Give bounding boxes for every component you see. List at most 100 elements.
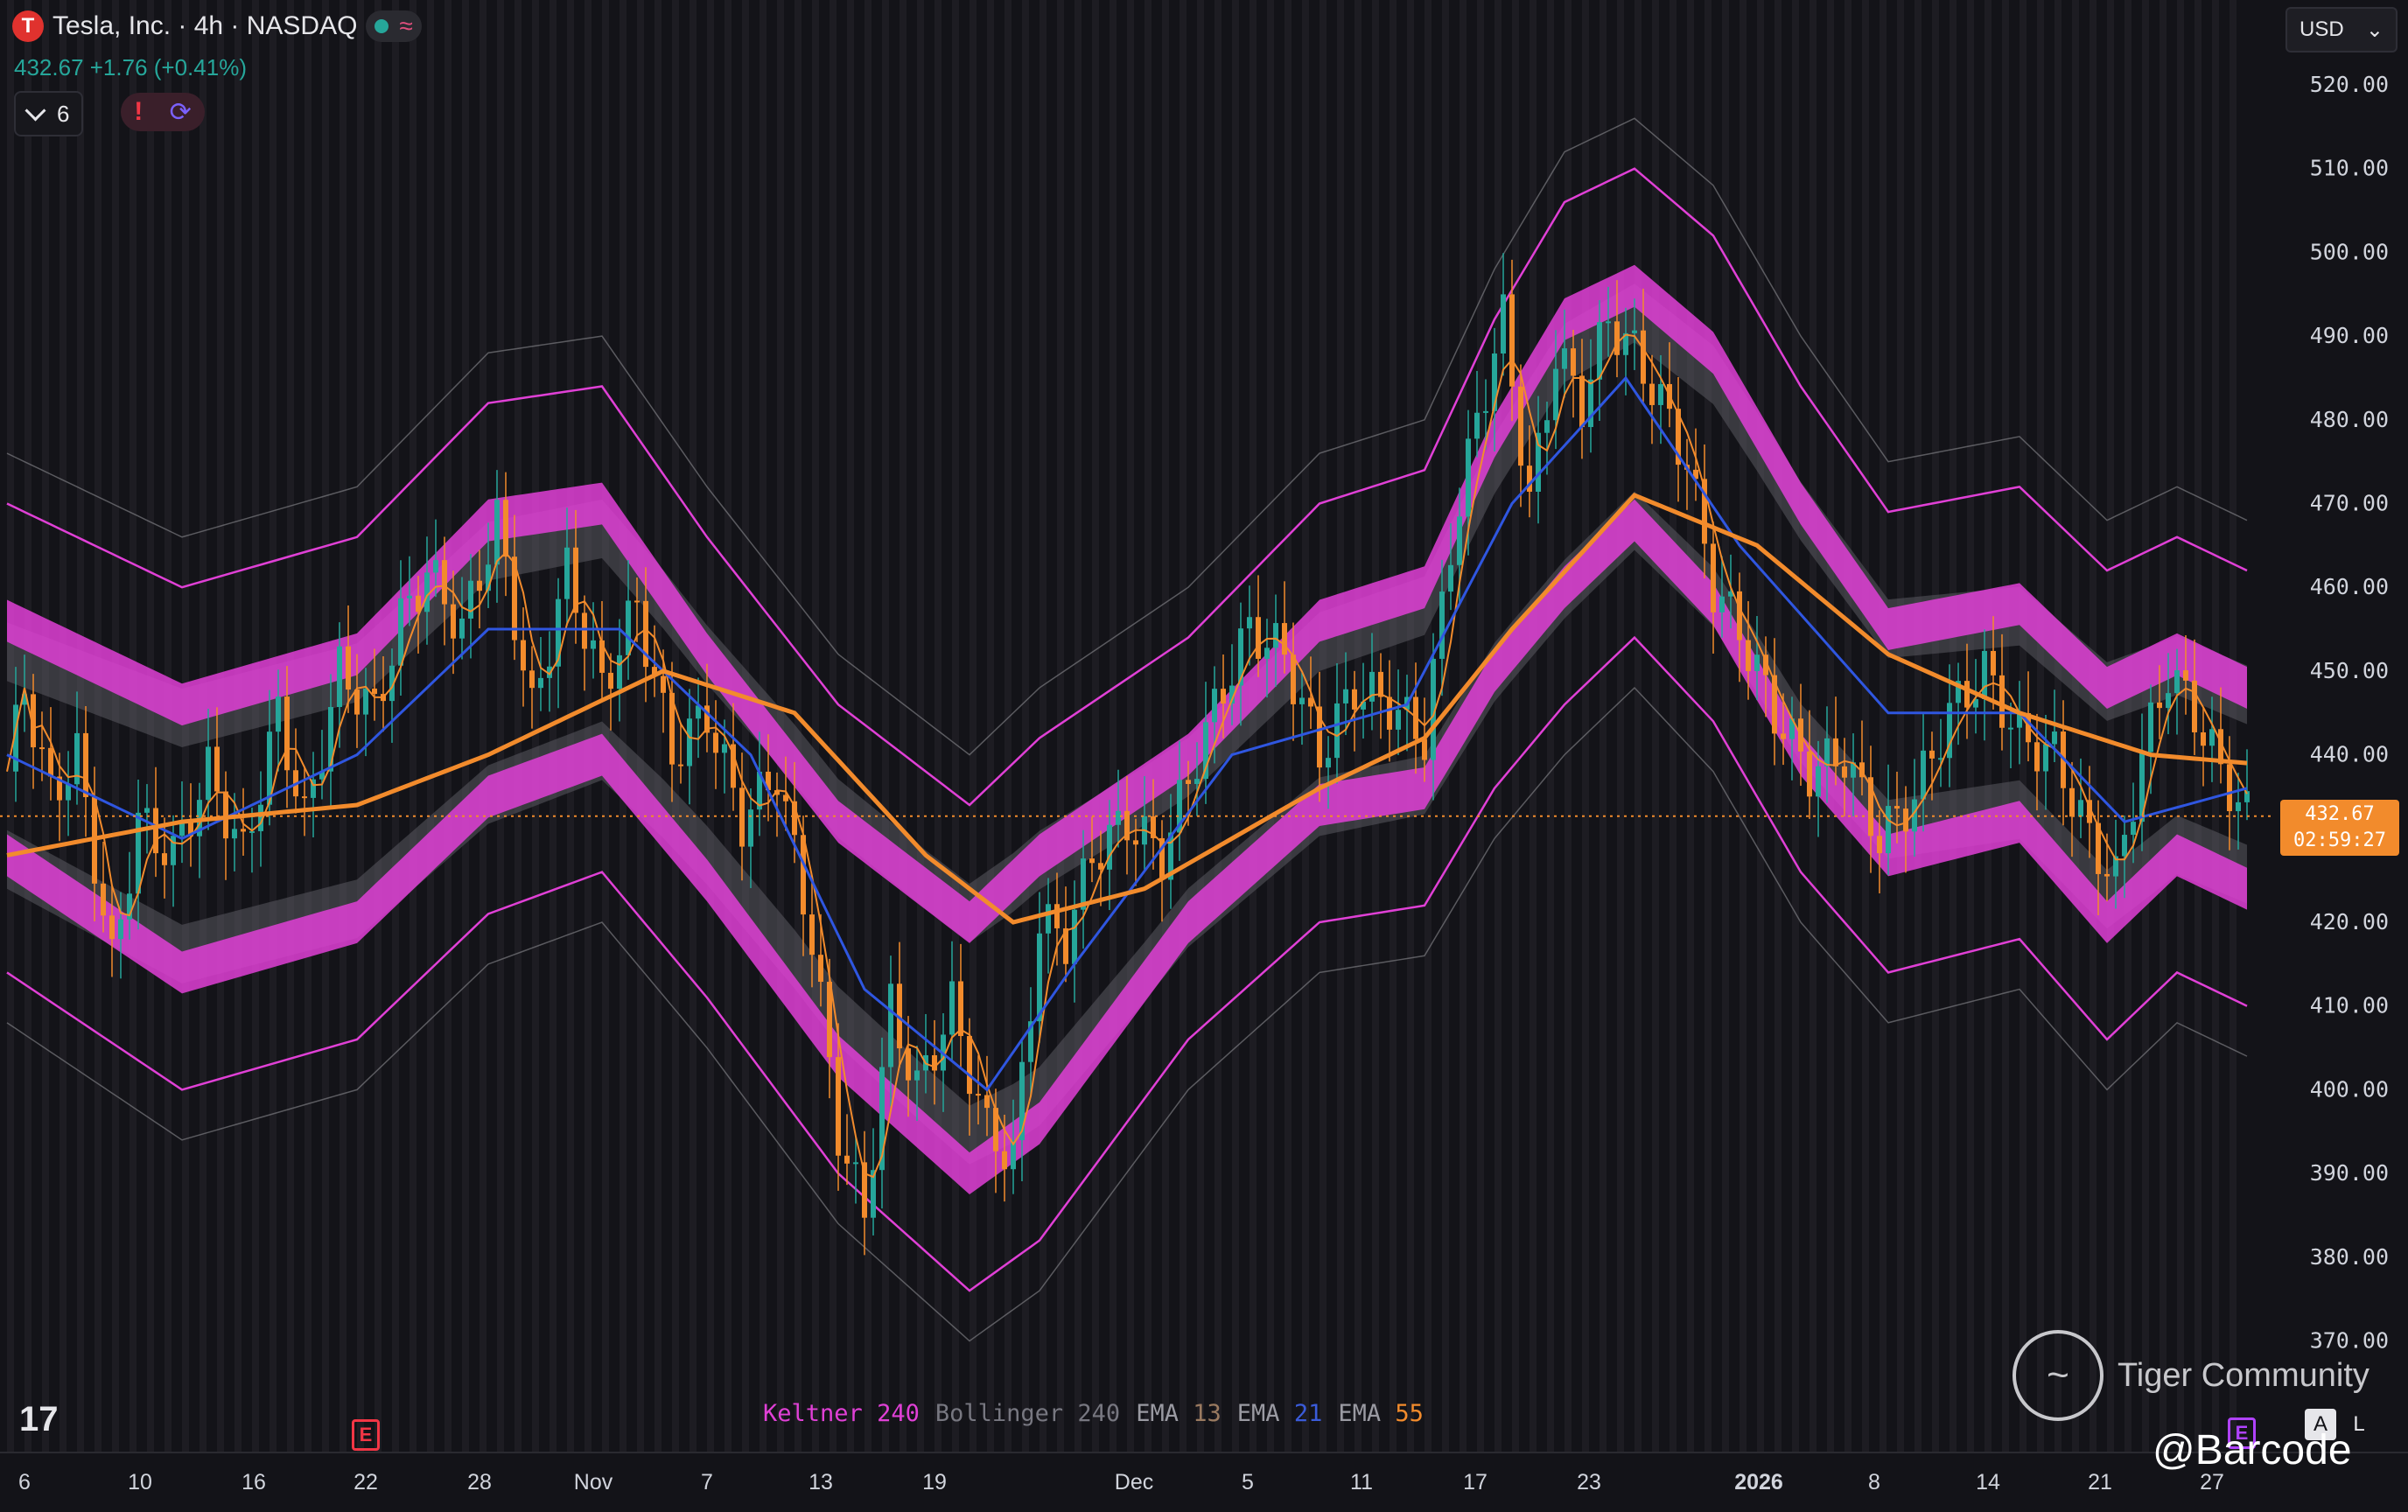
session-stripe bbox=[1984, 0, 1992, 1452]
earnings-badge-upcoming-icon[interactable]: E bbox=[2228, 1418, 2256, 1449]
candle-body bbox=[1273, 623, 1278, 648]
y-tick-label: 450.00 bbox=[2310, 658, 2389, 683]
session-stripe bbox=[1267, 0, 1274, 1452]
candle-body bbox=[739, 788, 745, 847]
session-stripe bbox=[1022, 0, 1029, 1452]
symbol-header[interactable]: T Tesla, Inc. · 4h · NASDAQ ≈ bbox=[12, 10, 422, 42]
session-stripe bbox=[427, 0, 434, 1452]
candle-body bbox=[179, 821, 185, 836]
session-stripe bbox=[2212, 0, 2219, 1452]
session-stripe bbox=[2002, 0, 2009, 1452]
candle-body bbox=[407, 595, 412, 598]
session-stripe bbox=[270, 0, 276, 1452]
session-stripe bbox=[970, 0, 976, 1452]
indicators-toggle-button[interactable]: 6 bbox=[14, 91, 84, 136]
candle-body bbox=[171, 836, 176, 865]
earnings-badge-icon[interactable]: E bbox=[352, 1419, 380, 1451]
candle-body bbox=[2043, 744, 2048, 772]
candle-body bbox=[1483, 410, 1488, 413]
candle-body bbox=[2113, 856, 2118, 877]
legend-keltner[interactable]: Keltner 240 bbox=[763, 1400, 920, 1427]
candle-body bbox=[2174, 670, 2180, 694]
tesla-logo-icon: T bbox=[12, 10, 44, 42]
candle-body bbox=[1781, 733, 1786, 739]
candle-body bbox=[949, 981, 955, 1035]
session-stripe bbox=[1407, 0, 1414, 1452]
legend-ema-21[interactable]: EMA 21 bbox=[1236, 1400, 1323, 1427]
session-stripe bbox=[1704, 0, 1712, 1452]
candle-body bbox=[529, 670, 535, 689]
candle-body bbox=[731, 744, 736, 788]
session-stripe bbox=[900, 0, 906, 1452]
candle-body bbox=[1466, 438, 1471, 517]
candle-body bbox=[1544, 420, 1550, 433]
candle-body bbox=[206, 746, 211, 801]
keltner-outer-lower-line bbox=[6, 635, 2248, 1292]
candle-body bbox=[319, 771, 325, 780]
candle-body bbox=[1518, 386, 1523, 466]
x-tick-label: 19 bbox=[922, 1470, 947, 1494]
candle-body bbox=[634, 600, 640, 603]
author-handle: @Barcode bbox=[2152, 1427, 2352, 1474]
market-status-pill[interactable]: ≈ bbox=[366, 10, 422, 42]
candle-body bbox=[687, 718, 692, 766]
candle-body bbox=[2183, 670, 2188, 681]
chevron-down-icon bbox=[24, 99, 46, 122]
candle-body bbox=[626, 600, 631, 655]
session-stripe bbox=[1127, 0, 1134, 1452]
session-stripe bbox=[444, 0, 452, 1452]
candle-body bbox=[459, 618, 465, 639]
session-stripe bbox=[112, 0, 119, 1452]
candle-body bbox=[1807, 751, 1812, 797]
candle-body bbox=[888, 984, 893, 1068]
candle-body bbox=[188, 821, 193, 836]
candle-body bbox=[1641, 330, 1646, 384]
candle-body bbox=[538, 677, 543, 689]
candle-body bbox=[1658, 383, 1663, 405]
candle-body bbox=[2166, 693, 2171, 709]
auto-scale-button[interactable]: A bbox=[2305, 1409, 2336, 1440]
candle-body bbox=[1991, 650, 1996, 676]
session-stripe bbox=[1302, 0, 1309, 1452]
candle-body bbox=[1457, 516, 1462, 565]
session-stripe bbox=[2230, 0, 2236, 1452]
legend-ema-55[interactable]: EMA 55 bbox=[1338, 1400, 1424, 1427]
candle-body bbox=[1947, 703, 1952, 759]
session-stripe bbox=[2142, 0, 2149, 1452]
candle-body bbox=[1439, 592, 1445, 659]
session-stripe bbox=[2124, 0, 2132, 1452]
candle-body bbox=[1229, 685, 1235, 704]
candle-body bbox=[1579, 375, 1585, 428]
session-stripe bbox=[1687, 0, 1694, 1452]
candle-body bbox=[1789, 718, 1795, 739]
y-tick-label: 400.00 bbox=[2310, 1076, 2389, 1102]
session-stripe bbox=[1950, 0, 1956, 1452]
candle-body bbox=[442, 560, 447, 605]
candle-body bbox=[599, 640, 605, 673]
session-stripe bbox=[2037, 0, 2044, 1452]
symbol-title[interactable]: Tesla, Inc. · 4h · NASDAQ bbox=[52, 11, 358, 40]
candle-body bbox=[1431, 658, 1436, 760]
candle-body bbox=[1527, 466, 1532, 492]
y-tick-label: 390.00 bbox=[2310, 1160, 2389, 1186]
data-warning-pill[interactable]: ! ⟳ bbox=[121, 93, 205, 131]
candle-body bbox=[223, 791, 228, 839]
ema-55-line bbox=[6, 492, 2248, 925]
currency-selector[interactable]: USD ⌄ bbox=[2286, 7, 2398, 52]
session-stripe bbox=[2020, 0, 2026, 1452]
tradingview-logo-icon[interactable]: 17 bbox=[19, 1400, 59, 1438]
candle-body bbox=[1964, 681, 1970, 708]
candle-body bbox=[1474, 412, 1480, 439]
legend-ema-13[interactable]: EMA 13 bbox=[1136, 1400, 1222, 1427]
candle-body bbox=[1186, 780, 1191, 784]
log-scale-button[interactable]: L bbox=[2353, 1412, 2365, 1436]
candle-body bbox=[144, 808, 150, 813]
candle-body bbox=[1028, 1021, 1033, 1062]
candle-body bbox=[1448, 564, 1453, 592]
legend-bollinger[interactable]: Bollinger 240 bbox=[934, 1400, 1121, 1427]
candle-body bbox=[1291, 654, 1296, 704]
candle-body bbox=[214, 746, 220, 792]
candle-body bbox=[1081, 858, 1086, 910]
candle-body bbox=[241, 829, 246, 832]
